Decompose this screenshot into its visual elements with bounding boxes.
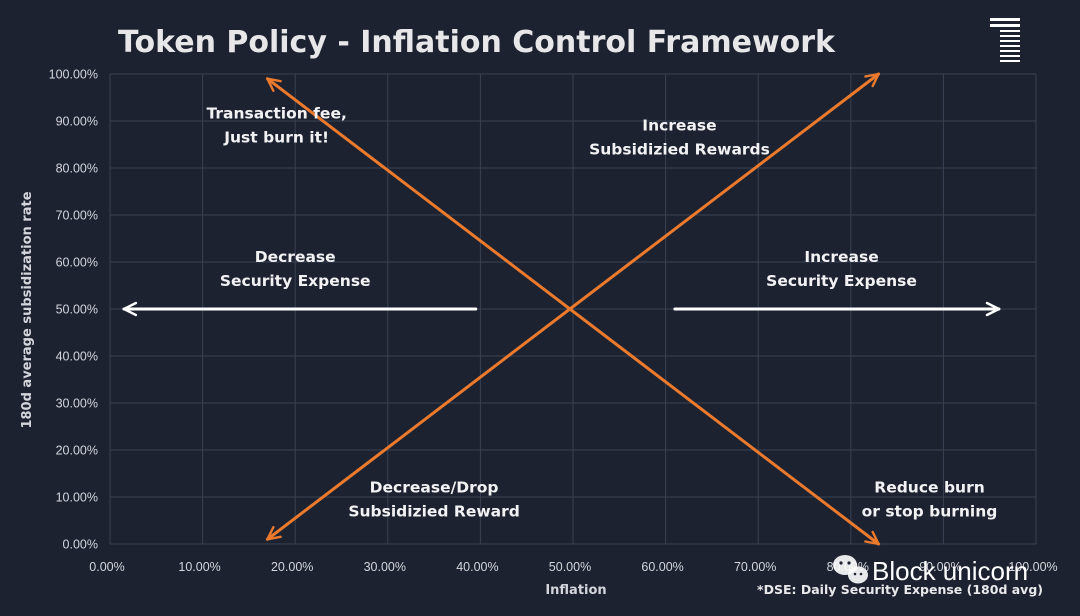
annotation-line: Decrease/Drop: [370, 478, 499, 496]
x-tick-label: 30.00%: [364, 560, 406, 574]
x-tick-label: 20.00%: [271, 560, 313, 574]
y-tick-label: 20.00%: [56, 444, 98, 458]
annotation-line: Decrease: [255, 248, 336, 266]
y-tick-label: 30.00%: [56, 397, 98, 411]
x-tick-label: 60.00%: [641, 560, 683, 574]
annotation-line: Increase: [642, 116, 716, 134]
chart-title: Token Policy - Inflation Control Framewo…: [118, 25, 836, 60]
y-axis-title: 180d average subsidization rate: [20, 191, 35, 428]
x-tick-label: 0.00%: [89, 560, 124, 574]
x-tick-label: 40.00%: [456, 560, 498, 574]
y-tick-label: 80.00%: [56, 162, 98, 176]
x-tick-label: 10.00%: [178, 560, 220, 574]
falling-diagonal-line: [265, 77, 881, 546]
watermark-text: Block unicorn: [872, 556, 1028, 586]
y-tick-label: 100.00%: [49, 68, 98, 82]
y-tick-label: 60.00%: [56, 256, 98, 270]
y-tick-label: 0.00%: [63, 538, 98, 552]
x-tick-label: 70.00%: [734, 560, 776, 574]
annotation: Transaction fee, Just burn it!: [207, 105, 347, 147]
x-tick-label: 50.00%: [549, 560, 591, 574]
t-stack-logo-icon: [990, 18, 1020, 62]
series: [122, 72, 1001, 546]
x-axis-ticks: 0.00% 10.00% 20.00% 30.00% 40.00% 50.00% 60.00…: [89, 560, 1057, 574]
annotation-line: Reduce burn: [874, 478, 984, 496]
annotation-line: Transaction fee,: [207, 105, 347, 123]
wechat-icon: [833, 555, 868, 584]
annotation-line: Subsidizied Rewards: [589, 140, 770, 158]
annotation: Decrease/Drop Subsidizied Reward: [348, 478, 520, 520]
annotation-line: Increase: [804, 248, 878, 266]
annotation-line: or stop burning: [862, 502, 998, 520]
y-tick-label: 40.00%: [56, 350, 98, 364]
footnote: *DSE: Daily Security Expense (180d avg): [757, 582, 1043, 597]
annotation: Increase Subsidizied Rewards: [589, 116, 770, 158]
x-tick-label: 100.00%: [1008, 560, 1057, 574]
x-axis-title: Inflation: [545, 583, 606, 598]
annotation: Reduce burn or stop burning: [862, 478, 998, 520]
x-tick-label: 90.00%: [919, 560, 961, 574]
annotation-line: Security Expense: [220, 272, 371, 290]
y-axis-ticks: 0.00% 10.00% 20.00% 30.00% 40.00% 50.00% 60.00…: [49, 68, 98, 552]
y-tick-label: 90.00%: [56, 115, 98, 129]
annotation-line: Security Expense: [766, 272, 917, 290]
annotation: Decrease Security Expense: [220, 248, 371, 290]
annotation: Increase Security Expense: [766, 248, 917, 290]
annotations: Transaction fee, Just burn it! Increase Sub…: [207, 105, 998, 521]
y-tick-label: 70.00%: [56, 209, 98, 223]
annotation-line: Subsidizied Reward: [348, 502, 520, 520]
watermark: Block unicorn: [833, 555, 1028, 586]
annotation-line: Just burn it!: [223, 129, 329, 147]
y-tick-label: 10.00%: [56, 491, 98, 505]
y-tick-label: 50.00%: [56, 303, 98, 317]
